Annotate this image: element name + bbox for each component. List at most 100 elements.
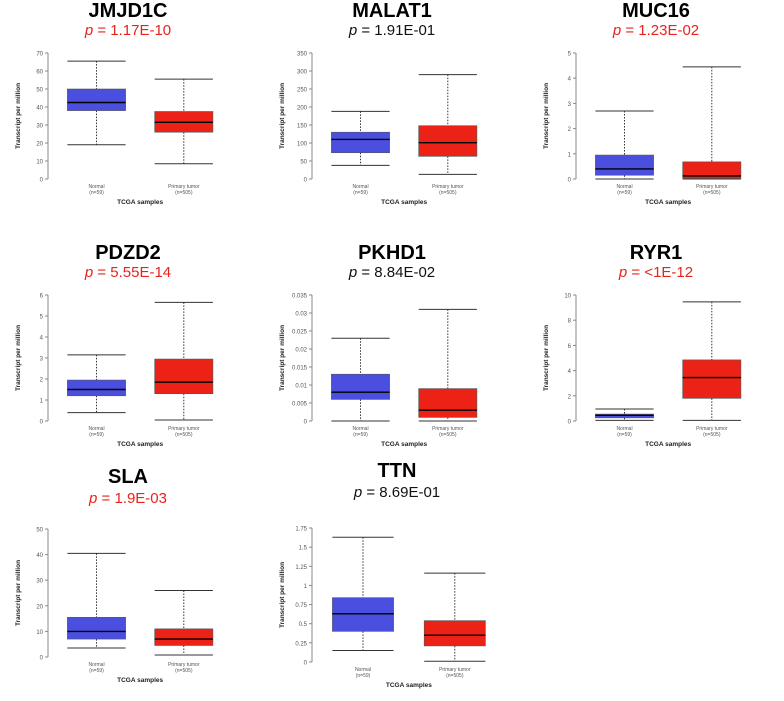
y-tick-label: 0.01 — [295, 384, 307, 390]
y-tick-label: 50 — [36, 528, 43, 534]
x-count-label: (n=505) — [175, 432, 193, 438]
box-tumor — [154, 628, 214, 646]
y-tick-label: 10 — [564, 294, 571, 300]
p-symbol: p — [348, 264, 358, 281]
p-value: p = 8.69E-01 — [272, 484, 522, 502]
x-category-label: Normal — [88, 184, 104, 190]
chart-panel-jmjd1c: JMJD1C p = 1.17E-10 0 10 20 30 40 50 60 70 Trans… — [8, 0, 248, 220]
y-tick-label: 2 — [40, 378, 44, 384]
box-tumor — [682, 161, 742, 179]
x-count-label: (n=59) — [89, 432, 104, 438]
y-tick-label: 0 — [568, 178, 572, 184]
x-category-label: Normal — [88, 426, 104, 432]
y-tick-label: 0.005 — [292, 402, 308, 408]
gene-title: SLA — [108, 466, 148, 488]
x-category-label: Primary tumor — [439, 667, 471, 673]
p-value-text: = 1.17E-10 — [97, 22, 172, 39]
x-category-label: Normal — [355, 667, 371, 673]
y-tick-label: 0 — [304, 178, 308, 184]
y-tick-label: 300 — [297, 70, 308, 76]
p-value: p = 1.91E-01 — [272, 22, 512, 40]
box-tumor — [154, 358, 214, 395]
p-symbol: p — [84, 264, 94, 281]
y-tick-label: 250 — [297, 88, 308, 94]
chart-panel-ttn: TTN p = 8.69E-01 0 0.25 0.5 0.75 1 1.25 1.5 1.7… — [272, 460, 522, 698]
y-axis-label: Transcript per million — [15, 325, 22, 391]
y-axis-label: Transcript per million — [543, 83, 550, 149]
box-normal — [67, 379, 126, 397]
y-tick-label: 0 — [40, 178, 44, 184]
gene-title: MALAT1 — [352, 0, 432, 22]
p-value: p = 1.9E-03 — [8, 490, 248, 508]
x-axis-label: TCGA samples — [117, 677, 163, 684]
p-symbol: p — [348, 22, 358, 39]
y-tick-label: 30 — [36, 124, 43, 130]
p-symbol: p — [89, 490, 98, 507]
box-normal — [595, 154, 654, 176]
y-tick-label: 3 — [40, 357, 44, 363]
y-tick-label: 10 — [36, 630, 43, 636]
y-tick-label: 0.02 — [295, 348, 307, 354]
y-tick-label: 4 — [40, 336, 44, 342]
y-tick-label: 1 — [40, 399, 44, 405]
x-axis-label: TCGA samples — [117, 199, 163, 206]
x-category-label: Normal — [352, 184, 368, 190]
box-tumor — [418, 125, 478, 157]
y-axis-label: Transcript per million — [279, 83, 286, 149]
p-symbol: p — [618, 264, 628, 281]
y-tick-label: 50 — [300, 160, 307, 166]
y-tick-label: 5 — [40, 315, 44, 321]
y-tick-label: 1.75 — [295, 527, 307, 533]
y-tick-label: 1 — [568, 152, 572, 158]
x-axis-label: TCGA samples — [386, 682, 432, 689]
box-tumor — [418, 388, 478, 418]
x-category-label: Normal — [352, 426, 368, 432]
y-tick-label: 0 — [304, 420, 308, 426]
p-value: p = 5.55E-14 — [8, 264, 248, 282]
x-count-label: (n=59) — [356, 673, 371, 679]
box-normal — [331, 373, 390, 400]
x-category-label: Primary tumor — [696, 426, 728, 432]
boxplot-svg: 0 0.25 0.5 0.75 1 1.25 1.5 1.75 Transcript per m… — [279, 527, 486, 689]
x-count-label: (n=59) — [353, 432, 368, 438]
y-tick-label: 40 — [36, 553, 43, 559]
y-tick-label: 3 — [568, 102, 572, 108]
p-symbol: p — [612, 22, 622, 39]
x-axis-label: TCGA samples — [645, 199, 691, 206]
x-axis-label: TCGA samples — [381, 441, 427, 448]
y-tick-label: 70 — [36, 52, 43, 58]
chart-panel-sla: SLA p = 1.9E-03 0 10 20 30 40 50 Transcript pe… — [8, 466, 248, 696]
boxplot-svg: 0 1 2 3 4 5 6 Transcript per million Normal(n=59… — [15, 294, 214, 448]
y-tick-label: 10 — [36, 160, 43, 166]
y-tick-label: 1.5 — [299, 546, 308, 552]
boxplot-svg: 0 0.005 0.01 0.015 0.02 0.025 0.03 0.035 Transcr… — [279, 294, 478, 448]
y-tick-label: 6 — [40, 294, 44, 300]
chart-panel-pdzd2: PDZD2 p = 5.55E-14 0 1 2 3 4 5 6 Transcript per… — [8, 242, 248, 462]
x-count-label: (n=59) — [353, 190, 368, 196]
x-category-label: Normal — [616, 426, 632, 432]
p-symbol: p — [353, 484, 363, 501]
y-axis-label: Transcript per million — [15, 83, 22, 149]
chart-panel-ryr1: RYR1 p = <1E-12 0 2 4 6 8 10 Transcript per mi… — [536, 242, 776, 462]
x-count-label: (n=59) — [617, 432, 632, 438]
x-axis-label: TCGA samples — [117, 441, 163, 448]
x-count-label: (n=505) — [175, 190, 193, 196]
x-category-label: Primary tumor — [168, 426, 200, 432]
y-tick-label: 40 — [36, 106, 43, 112]
x-count-label: (n=505) — [439, 432, 457, 438]
y-axis-label: Transcript per million — [543, 325, 550, 391]
y-tick-label: 5 — [568, 52, 572, 58]
x-axis-label: TCGA samples — [645, 441, 691, 448]
y-tick-label: 30 — [36, 579, 43, 585]
y-tick-label: 60 — [36, 70, 43, 76]
y-axis-label: Transcript per million — [279, 325, 286, 391]
x-count-label: (n=505) — [446, 673, 464, 679]
p-value-text: = <1E-12 — [631, 264, 694, 281]
p-value: p = 8.84E-02 — [272, 264, 512, 282]
y-tick-label: 0.25 — [295, 641, 307, 647]
y-tick-label: 0 — [40, 656, 44, 662]
y-tick-label: 1 — [304, 584, 308, 590]
box-normal — [67, 88, 126, 111]
chart-panel-muc16: MUC16 p = 1.23E-02 0 1 2 3 4 5 Transcript per … — [536, 0, 776, 220]
p-value: p = <1E-12 — [536, 264, 776, 282]
